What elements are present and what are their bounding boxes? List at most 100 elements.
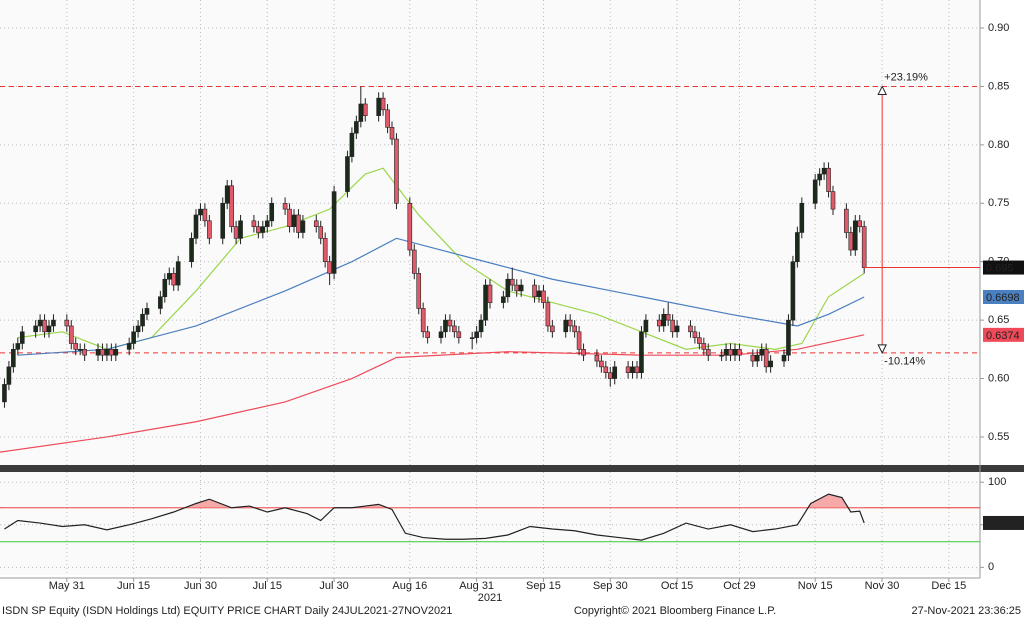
candle-body <box>82 349 87 356</box>
last-value-label: 0.695 <box>986 262 1014 274</box>
candle-body <box>594 354 600 362</box>
candle-body <box>166 273 172 280</box>
candle-body <box>447 319 453 327</box>
candle-body <box>380 97 386 111</box>
candle-body <box>795 232 800 263</box>
candle-body <box>385 109 390 128</box>
candle-body <box>443 319 448 333</box>
x-tick-label: Nov 15 <box>798 580 833 592</box>
candle-body <box>697 337 702 344</box>
y-tick-label: 0.65 <box>988 314 1009 326</box>
candle-body <box>207 220 212 239</box>
candle-body <box>389 127 395 140</box>
last-value-label: 0.6374 <box>986 330 1020 342</box>
candle-body <box>576 331 582 350</box>
candle-body <box>318 226 324 239</box>
candle-body <box>6 366 12 385</box>
candle-body <box>728 349 733 356</box>
candle-body <box>456 331 462 338</box>
overbought-area <box>4 494 865 508</box>
series-line <box>4 493 865 541</box>
candle-body <box>362 103 368 116</box>
last-value-flag <box>983 260 1024 275</box>
x-tick-label: Nov 30 <box>865 580 900 592</box>
candle-body <box>358 103 364 122</box>
candle-body <box>287 208 292 227</box>
candle-body <box>781 354 787 362</box>
x-tick-label: Sep 30 <box>593 580 628 592</box>
candle-body <box>229 185 234 227</box>
candle-body <box>754 354 760 362</box>
y-tick-label: 100 <box>988 476 1006 488</box>
y-tick-label: 0.60 <box>988 372 1009 384</box>
candle-body <box>438 331 444 338</box>
candle-body <box>220 202 226 239</box>
candle-body <box>701 343 707 350</box>
candle-body <box>282 202 288 210</box>
x-tick-label: Oct 15 <box>661 580 693 592</box>
candle-body <box>790 261 796 321</box>
candle-body <box>73 343 79 350</box>
candle-body <box>411 249 417 274</box>
candle-body <box>692 331 698 338</box>
pane-background <box>0 472 980 575</box>
candle-body <box>11 349 16 368</box>
candle-body <box>135 325 141 333</box>
candle-body <box>817 173 822 181</box>
candle-body <box>158 296 163 309</box>
candle-body <box>830 191 836 210</box>
candle-body <box>670 319 675 333</box>
x-tick-label: Aug 16 <box>392 580 427 592</box>
candle-body <box>452 325 457 333</box>
candle-body <box>572 325 577 333</box>
candle-body <box>126 343 132 350</box>
candle-body <box>394 138 399 204</box>
candle-body <box>478 319 484 333</box>
pane-background <box>0 0 980 465</box>
x-tick-label: Aug 31 <box>459 580 494 592</box>
candle-body <box>64 319 70 327</box>
candle-body <box>264 220 270 227</box>
candle-body <box>202 208 208 222</box>
candle-body <box>331 191 337 274</box>
candle-body <box>705 349 711 356</box>
candle-body <box>420 308 426 333</box>
candle-body <box>763 349 769 368</box>
candle-body <box>349 132 355 157</box>
candle-body <box>719 354 724 357</box>
candle-body <box>665 313 671 321</box>
x-tick-label: Jul 15 <box>253 580 282 592</box>
candle-body <box>19 331 25 344</box>
last-value-flag <box>983 327 1024 342</box>
x-tick-label: May 31 <box>49 580 85 592</box>
arrow-head <box>877 85 887 95</box>
y-tick-label: 0.55 <box>988 431 1009 443</box>
candle-body <box>505 278 511 298</box>
last-value-flag <box>983 289 1024 304</box>
candle-body <box>750 354 756 362</box>
candle-body <box>639 331 644 374</box>
candle-body <box>68 325 74 344</box>
candle-body <box>737 349 742 356</box>
candle-body <box>109 349 114 356</box>
candle-body <box>768 360 773 368</box>
candle-body <box>469 337 475 339</box>
candle-body <box>857 220 863 227</box>
last-value-label: 52.129 <box>986 518 1020 530</box>
candle-body <box>732 349 738 356</box>
candle-body <box>567 319 573 327</box>
candle-body <box>509 278 515 286</box>
candle-body <box>42 319 47 333</box>
candle-body <box>630 366 635 374</box>
candle-body <box>313 220 319 227</box>
series-line <box>17 237 865 356</box>
candle-body <box>77 349 83 351</box>
candle-body <box>541 290 546 303</box>
candle-body <box>799 202 805 233</box>
candle-body <box>759 349 765 356</box>
candle-body <box>634 366 640 374</box>
last-value-flag <box>983 515 1024 530</box>
candle-body <box>256 226 261 233</box>
candle-body <box>474 331 479 338</box>
